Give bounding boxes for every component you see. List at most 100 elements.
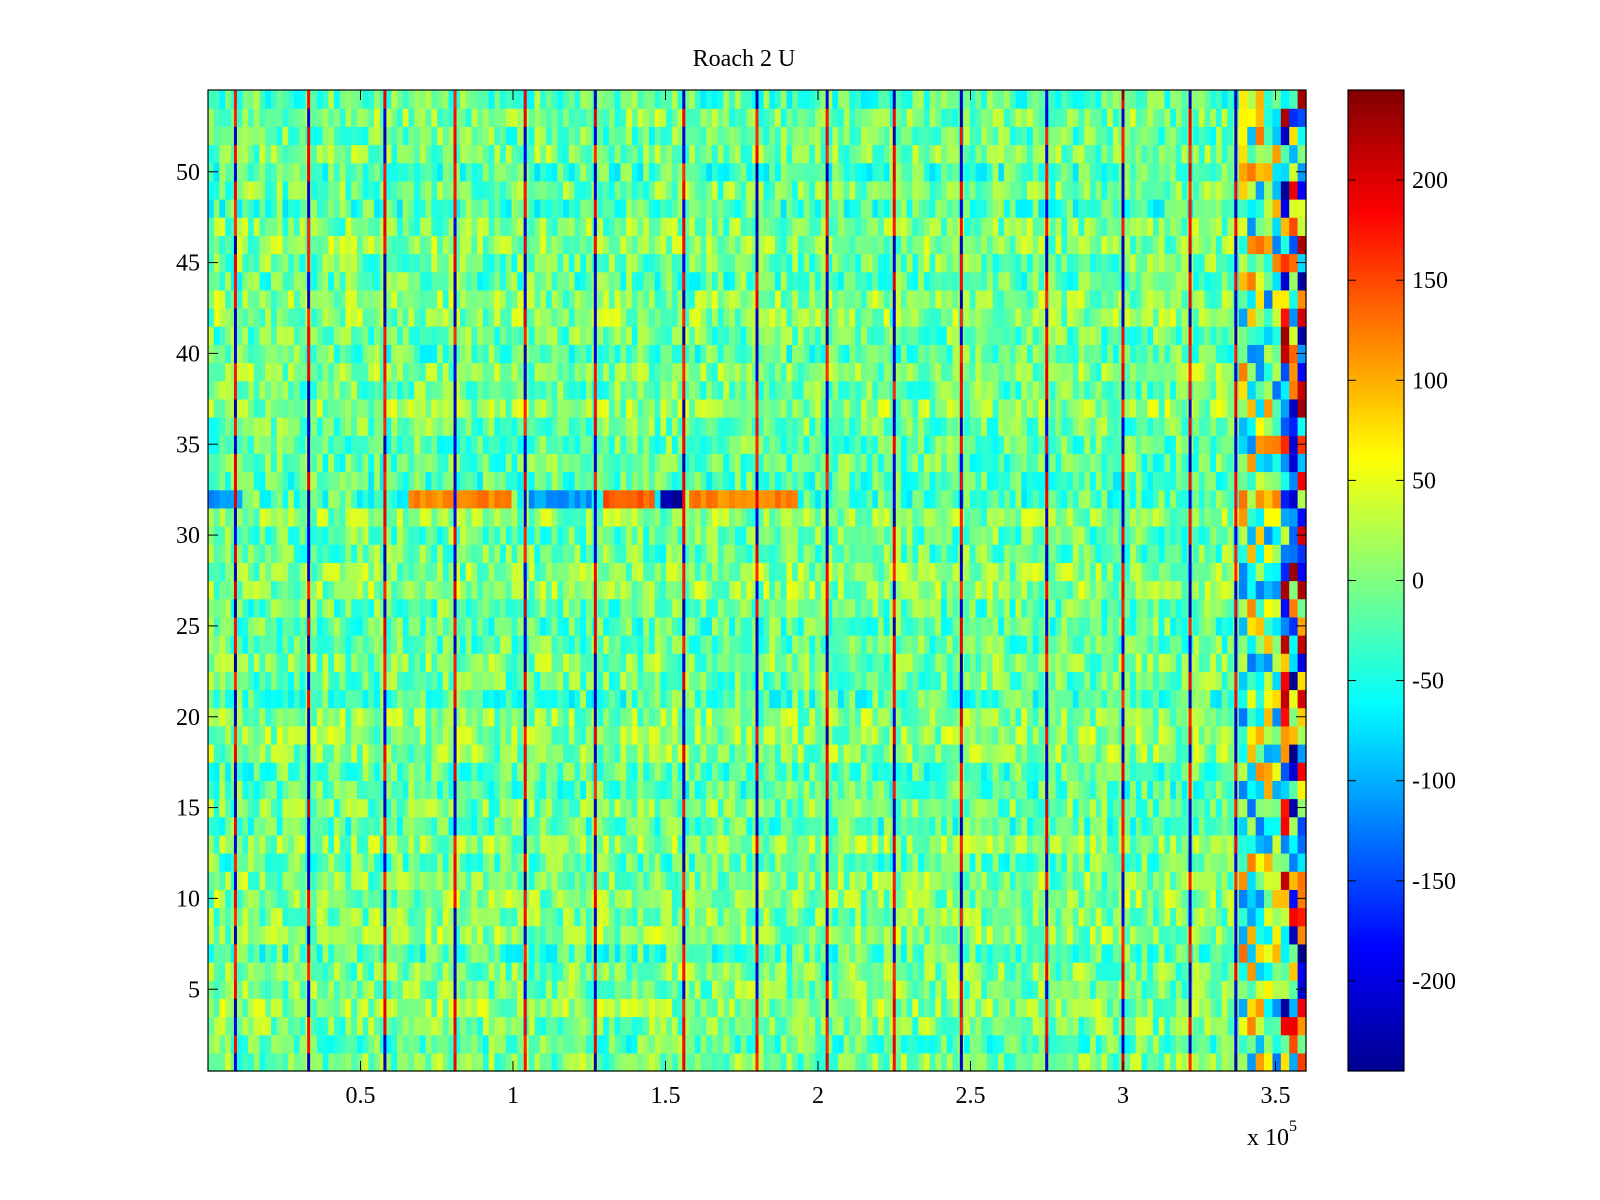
heatmap-cell xyxy=(580,1016,587,1036)
heatmap-cell xyxy=(729,871,736,890)
heatmap-cell xyxy=(1175,816,1183,836)
heatmap-cell xyxy=(935,780,942,800)
heatmap-cell-end-region xyxy=(1289,798,1299,818)
heatmap-cell xyxy=(557,816,564,836)
heatmap-cell xyxy=(1078,616,1085,636)
heatmap-cell xyxy=(849,816,856,836)
heatmap-cell xyxy=(311,871,318,890)
heatmap-cell xyxy=(271,925,278,945)
heatmap-cell xyxy=(820,616,828,636)
heatmap-cell xyxy=(1009,834,1017,854)
heatmap-cell xyxy=(311,707,318,727)
heatmap-cell xyxy=(259,907,266,927)
heatmap-cell xyxy=(316,671,324,691)
heatmap-cell xyxy=(608,580,616,600)
heatmap-cell xyxy=(534,689,541,709)
heatmap-cell xyxy=(1084,725,1091,745)
heatmap-cell xyxy=(1095,744,1103,763)
heatmap-cell xyxy=(1147,998,1154,1018)
heatmap-cell xyxy=(368,998,375,1018)
heatmap-cell xyxy=(288,598,295,618)
heatmap-cell xyxy=(322,962,329,981)
heatmap-cell xyxy=(780,744,788,763)
heatmap-cell xyxy=(763,635,770,654)
heatmap-cell xyxy=(986,998,994,1018)
heatmap-cell xyxy=(677,725,684,745)
heatmap-cell xyxy=(906,616,914,636)
heatmap-cell xyxy=(998,744,1005,763)
heatmap-cell xyxy=(918,598,925,618)
heatmap-cell xyxy=(683,707,690,727)
heatmap-cell xyxy=(402,1034,410,1054)
heatmap-cell-end-region xyxy=(1280,671,1290,691)
heatmap-cell xyxy=(1170,998,1177,1018)
heatmap-cell xyxy=(998,635,1005,654)
heatmap-cell xyxy=(654,1034,662,1054)
heatmap-cell xyxy=(1204,925,1211,945)
heatmap-cell xyxy=(276,962,284,981)
heatmap-cell xyxy=(528,962,536,981)
heatmap-cell xyxy=(356,889,364,909)
heatmap-cell xyxy=(351,689,358,709)
heatmap-cell xyxy=(236,853,243,872)
heatmap-cell xyxy=(1015,780,1022,800)
heatmap-cell xyxy=(855,707,862,727)
heatmap-cell xyxy=(482,598,490,618)
heatmap-cell xyxy=(660,1034,667,1054)
heatmap-cell xyxy=(986,889,994,909)
heatmap-cell xyxy=(780,616,788,636)
heatmap-cell xyxy=(809,798,816,818)
heatmap-cell xyxy=(1067,1016,1074,1036)
heatmap-cell xyxy=(952,816,959,836)
heatmap-cell xyxy=(603,744,610,763)
heatmap-cell xyxy=(769,1016,776,1036)
heatmap-cell xyxy=(362,1034,369,1054)
heatmap-cell xyxy=(437,798,444,818)
heatmap-cell xyxy=(614,780,621,800)
heatmap-cell xyxy=(362,871,369,890)
heatmap-cell xyxy=(500,980,507,999)
heatmap-cell xyxy=(397,871,404,890)
heatmap-cell xyxy=(1204,635,1211,654)
heatmap-cell xyxy=(568,689,576,709)
heatmap-cell xyxy=(643,925,650,945)
heatmap-cell xyxy=(1193,834,1200,854)
heatmap-cell xyxy=(311,925,318,945)
heatmap-cell xyxy=(265,962,272,981)
heatmap-cell xyxy=(992,1034,999,1054)
heatmap-cell xyxy=(1095,762,1103,781)
heatmap-cell xyxy=(219,962,226,981)
heatmap-cell xyxy=(986,943,994,963)
heatmap-cell xyxy=(1061,689,1068,709)
heatmap-cell xyxy=(929,598,936,618)
heatmap-cell xyxy=(293,780,301,800)
heatmap-cell xyxy=(471,580,478,600)
heatmap-cell xyxy=(208,943,215,963)
heatmap-cell xyxy=(992,689,999,709)
heatmap-cell xyxy=(293,962,301,981)
heatmap-cell xyxy=(1026,889,1034,909)
heatmap-cell xyxy=(448,798,455,818)
heatmap-cell xyxy=(826,635,833,654)
heatmap-cell xyxy=(442,925,450,945)
heatmap-cell xyxy=(293,725,301,745)
heatmap-cell xyxy=(276,871,284,890)
heatmap-cell xyxy=(975,744,982,763)
heatmap-cell xyxy=(832,798,839,818)
heatmap-cell xyxy=(282,635,289,654)
heatmap-cell xyxy=(265,689,272,709)
heatmap-cell xyxy=(1089,598,1097,618)
heatmap-cell xyxy=(797,889,805,909)
heatmap-cell xyxy=(935,798,942,818)
heatmap-cell-end-region xyxy=(1289,725,1299,745)
heatmap-cell xyxy=(419,853,427,872)
heatmap-cell xyxy=(792,780,799,800)
heatmap-cell xyxy=(683,580,690,600)
heatmap-cell xyxy=(1210,980,1217,999)
heatmap-cell xyxy=(316,907,324,927)
heatmap-cell xyxy=(551,580,558,600)
heatmap-cell xyxy=(1101,889,1108,909)
heatmap-cell xyxy=(597,744,604,763)
heatmap-cell xyxy=(1158,653,1166,672)
heatmap-cell xyxy=(1221,762,1229,781)
